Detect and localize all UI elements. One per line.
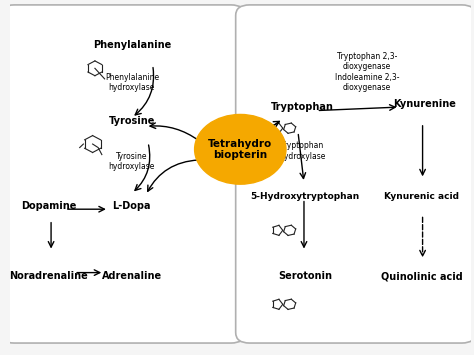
Text: Noradrenaline: Noradrenaline xyxy=(9,271,88,281)
Text: Tyrosine
hydroxylase: Tyrosine hydroxylase xyxy=(109,152,155,171)
Text: Tetrahydro
biopterin: Tetrahydro biopterin xyxy=(208,138,273,160)
Text: Kynurenine: Kynurenine xyxy=(393,99,456,109)
Text: Tyrosine: Tyrosine xyxy=(109,116,155,126)
Text: Serotonin: Serotonin xyxy=(278,271,332,281)
Text: 5-Hydroxytryptophan: 5-Hydroxytryptophan xyxy=(250,192,359,201)
Text: Adrenaline: Adrenaline xyxy=(102,271,162,281)
Text: Quinolinic acid: Quinolinic acid xyxy=(381,271,463,281)
Circle shape xyxy=(195,114,286,184)
Text: Phenylalanine: Phenylalanine xyxy=(93,40,171,50)
Text: Tryptophan: Tryptophan xyxy=(271,102,334,112)
Text: Kynurenic acid: Kynurenic acid xyxy=(384,192,459,201)
Text: Dopamine: Dopamine xyxy=(21,201,76,211)
FancyBboxPatch shape xyxy=(236,5,474,343)
Text: Phenylalanine
hydroxylase: Phenylalanine hydroxylase xyxy=(105,73,159,92)
Text: Tryptophan 2,3-
dioxygenase
Indoleamine 2,3-
dioxygenase: Tryptophan 2,3- dioxygenase Indoleamine … xyxy=(335,52,400,92)
Text: L-Dopa: L-Dopa xyxy=(113,201,151,211)
FancyBboxPatch shape xyxy=(0,5,245,343)
Text: Tryptophan
hydroxylase: Tryptophan hydroxylase xyxy=(279,141,326,161)
